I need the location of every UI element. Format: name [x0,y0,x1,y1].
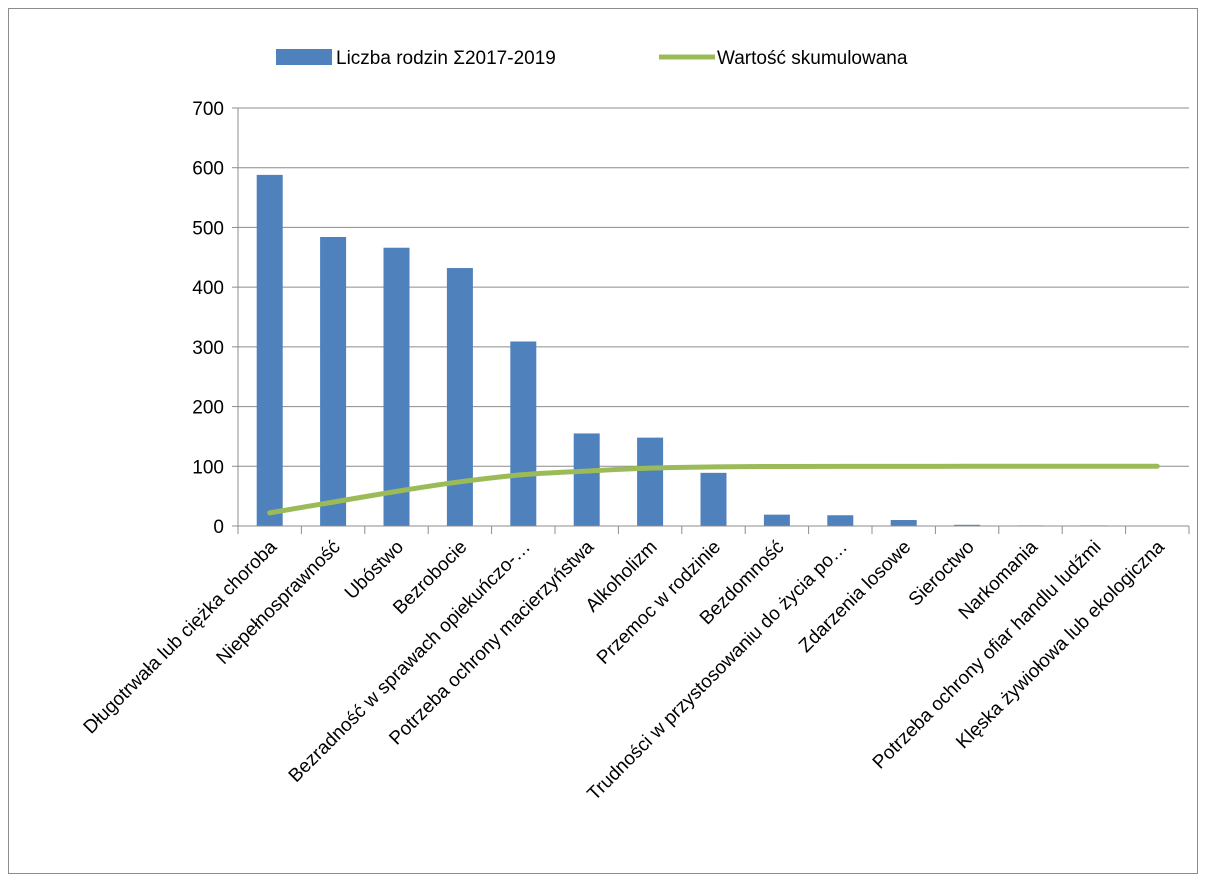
bar [510,341,537,526]
bar [827,515,854,526]
legend: Liczba rodzin Σ2017-2019 Wartość skumulo… [276,48,908,69]
cumulative-line [267,463,1160,516]
cumulative-line-series [267,463,1160,516]
y-tick-label: 500 [192,218,224,239]
bar [890,520,917,526]
legend-label-bars: Liczba rodzin Σ2017-2019 [336,48,556,69]
y-tick-label: 200 [192,398,224,419]
x-category-label: Potrzeba ochrony ofiar handlu ludźmi [869,537,1106,774]
x-category-label: Bezradność w sprawach opiekuńczo-… [285,537,535,787]
x-category-label: Przemoc w rodzinie [593,537,725,669]
y-axis-tick-labels: 0 100 200 300 400 500 600 700 [192,99,224,538]
axes [232,107,1190,534]
bar [954,524,981,526]
legend-label-line: Wartość skumulowana [717,48,908,69]
x-axis-category-labels: Długotrwała lub ciężka chorobaNiepełnosp… [80,536,1169,805]
legend-swatch-bars [276,49,332,65]
bar [700,472,727,526]
bar [383,247,410,526]
chart-frame: Liczba rodzin Σ2017-2019 Wartość skumulo… [8,8,1198,874]
bar [320,236,347,527]
y-tick-label: 300 [192,338,224,359]
bar-series [256,174,1107,527]
y-tick-label: 100 [192,457,224,478]
bar [256,174,283,526]
gridlines [238,107,1189,467]
y-tick-label: 600 [192,159,224,180]
y-tick-label: 0 [213,517,224,538]
x-category-label: Ubóstwo [341,537,408,604]
y-tick-label: 700 [192,99,224,120]
bar [446,268,473,526]
y-tick-label: 400 [192,278,224,299]
x-category-label: Zdarzenia losowe [795,537,915,657]
pareto-chart: Liczba rodzin Σ2017-2019 Wartość skumulo… [80,48,1190,805]
bar [637,437,664,526]
bar [763,514,790,526]
x-category-label: Niepełnosprawność [213,537,345,669]
bar [573,433,600,526]
